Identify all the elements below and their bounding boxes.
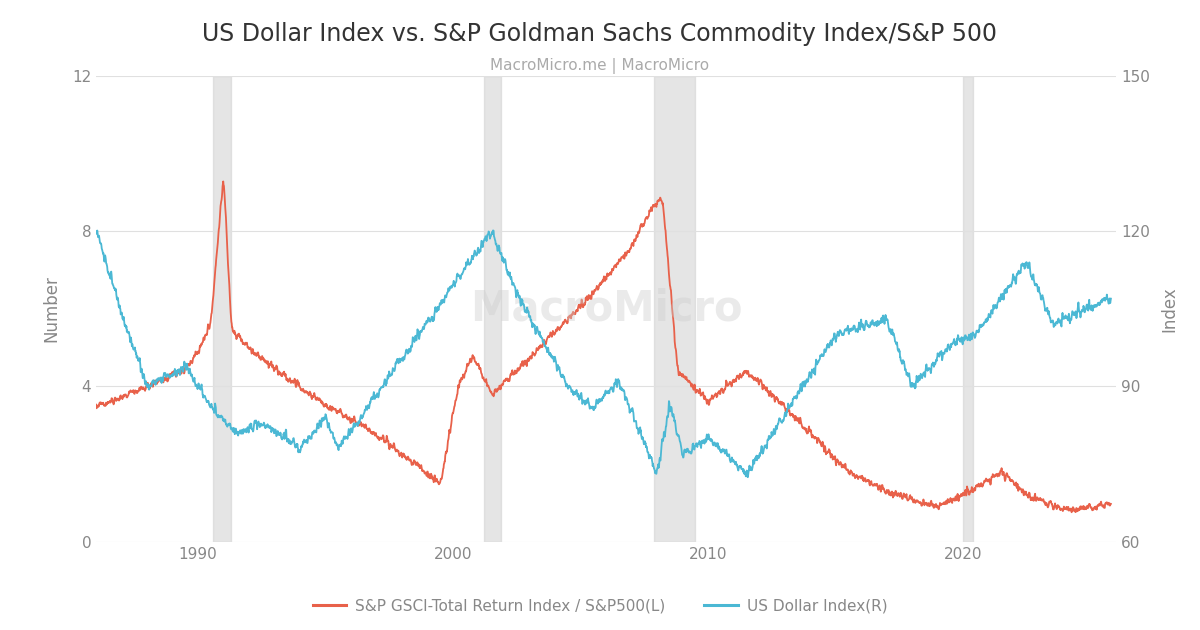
Text: US Dollar Index vs. S&P Goldman Sachs Commodity Index/S&P 500: US Dollar Index vs. S&P Goldman Sachs Co… [203,22,997,46]
Text: MacroMicro.me | MacroMicro: MacroMicro.me | MacroMicro [491,58,709,74]
Text: MacroMicro: MacroMicro [469,288,743,329]
Bar [654,76,695,542]
Bar [484,76,502,542]
Bar [962,76,973,542]
Y-axis label: Number: Number [43,275,61,342]
Bar [214,76,232,542]
Legend: S&P GSCI-Total Return Index / S&P500(L), US Dollar Index(R): S&P GSCI-Total Return Index / S&P500(L),… [306,592,894,619]
Y-axis label: Index: Index [1160,286,1178,331]
